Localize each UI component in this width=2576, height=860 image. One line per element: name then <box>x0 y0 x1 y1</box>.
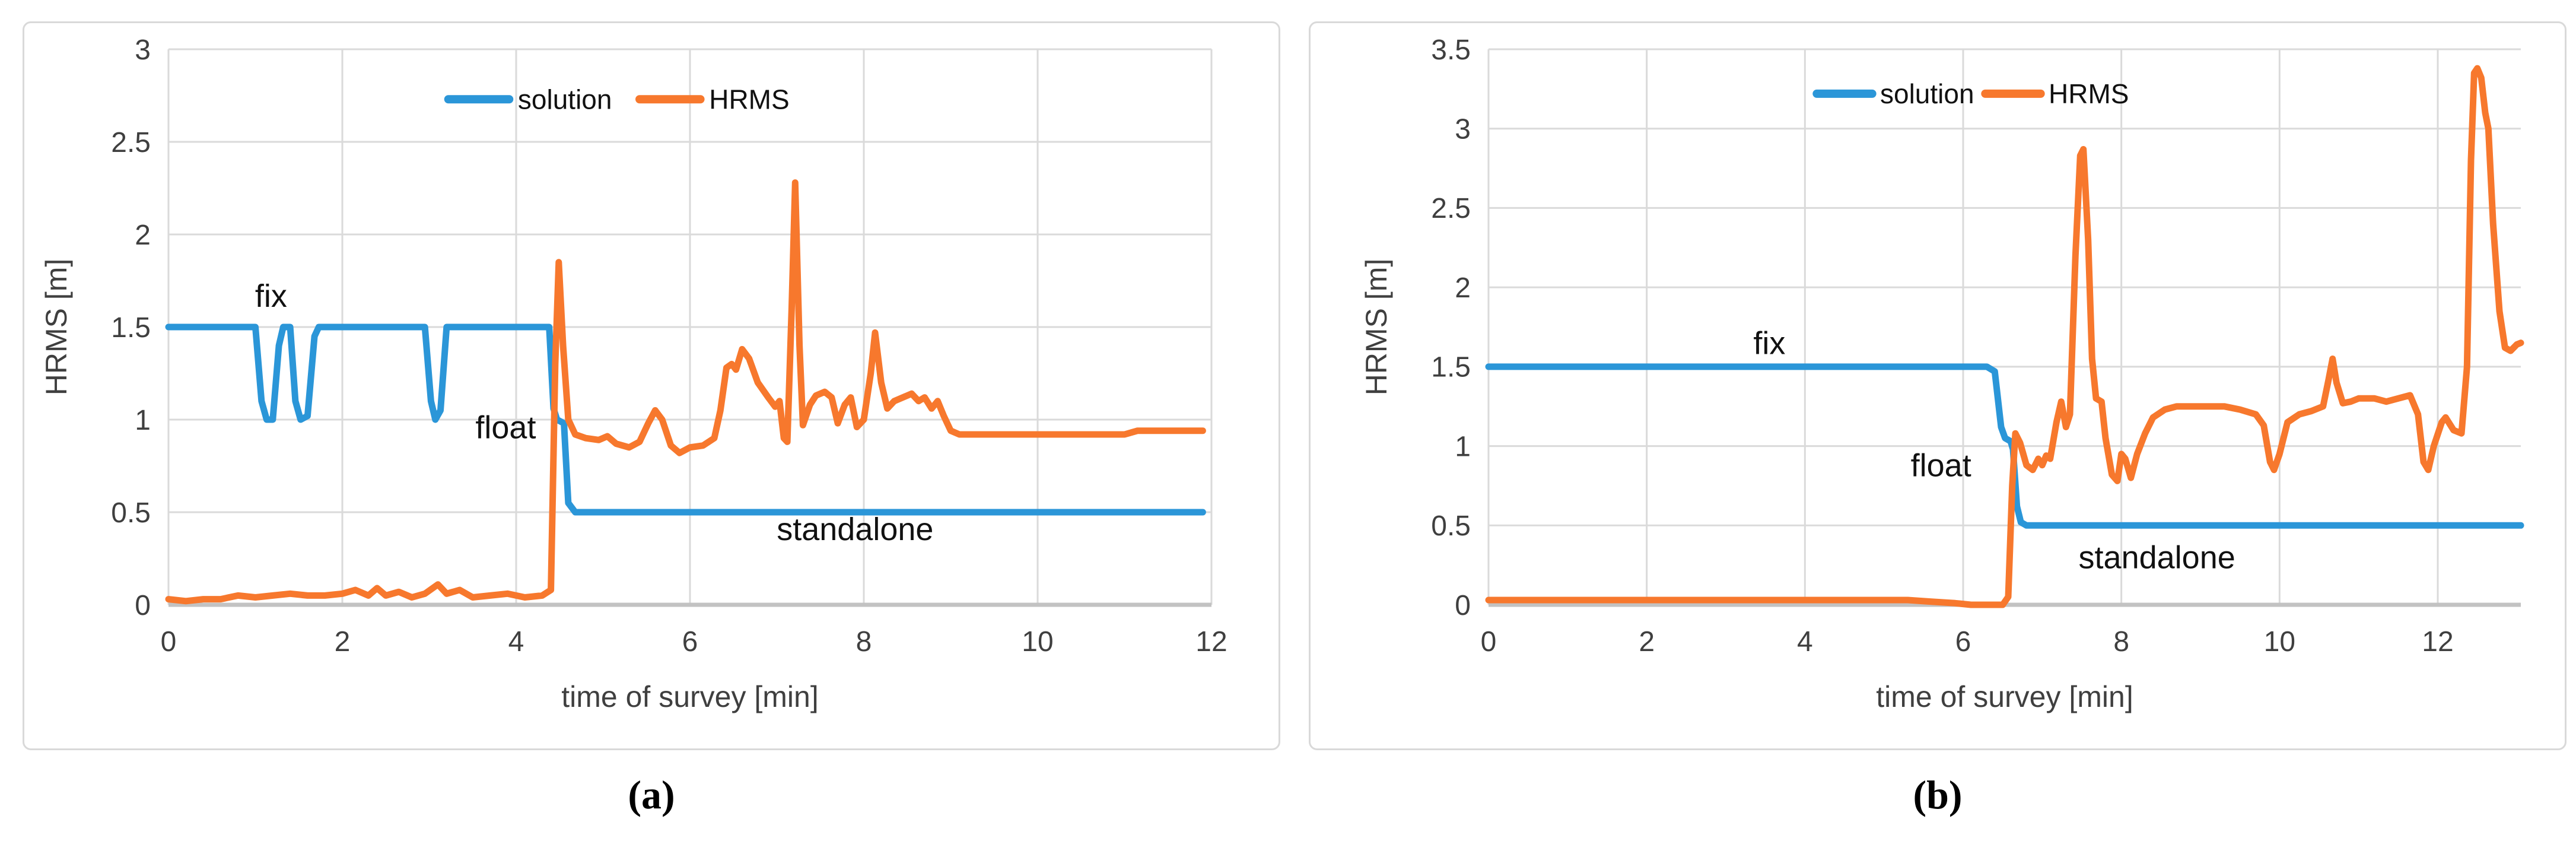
y-tick-label: 1 <box>135 405 151 436</box>
subfigure-b-panel: 0 0.5 1 1.5 2 2.5 3 3.5 0 2 4 6 8 10 12 time of survey … <box>1309 21 2567 750</box>
x-tick-label: 0 <box>161 626 177 658</box>
x-tick-label: 6 <box>1955 626 1971 658</box>
y-tick-label: 3.5 <box>1431 34 1471 66</box>
annotation-fix: fix <box>255 278 287 314</box>
x-tick-label: 4 <box>1797 626 1813 658</box>
legend-label-hrms: HRMS <box>709 84 789 115</box>
x-tick-label: 2 <box>1639 626 1655 658</box>
x-tick-label: 8 <box>856 626 872 658</box>
x-tick-label: 10 <box>2264 626 2295 658</box>
chart-a: 0 0.5 1 1.5 2 2.5 3 0 2 4 6 8 10 12 time of survey [mi… <box>40 34 1227 713</box>
x-tick-label: 12 <box>1195 626 1227 658</box>
x-axis-title: time of survey [min] <box>1876 680 2133 713</box>
y-tick-label: 2 <box>1455 272 1471 304</box>
y-tick-label: 0.5 <box>111 497 151 529</box>
y-tick-label: 2.5 <box>1431 193 1471 224</box>
annotation-standalone: standalone <box>777 512 933 547</box>
legend-label-hrms: HRMS <box>2049 78 2129 109</box>
y-axis-title: HRMS [m] <box>1360 259 1393 396</box>
series-line-solution <box>1485 363 2524 529</box>
x-tick-label: 2 <box>335 626 351 658</box>
legend-label-solution: solution <box>518 84 612 115</box>
annotation-float: float <box>475 410 536 445</box>
y-tick-label: 1.5 <box>1431 352 1471 383</box>
legend-label-solution: solution <box>1880 78 1974 109</box>
y-tick-label: 0.5 <box>1431 510 1471 542</box>
x-tick-label: 12 <box>2422 626 2453 658</box>
y-tick-label: 3 <box>1455 114 1471 145</box>
y-tick-label: 2 <box>135 220 151 251</box>
y-tick-label: 0 <box>1455 590 1471 621</box>
annotation-standalone: standalone <box>2079 540 2235 576</box>
subfigure-b-caption: (b) <box>1913 772 1963 817</box>
x-axis-title: time of survey [min] <box>561 680 818 713</box>
subfigure-a-panel: 0 0.5 1 1.5 2 2.5 3 0 2 4 6 8 10 12 time of survey [mi… <box>23 21 1280 750</box>
y-axis-title: HRMS [m] <box>40 259 73 396</box>
annotation-fix: fix <box>1753 326 1785 361</box>
chart-b: 0 0.5 1 1.5 2 2.5 3 3.5 0 2 4 6 8 10 12 time of survey … <box>1360 34 2524 713</box>
x-tick-label: 0 <box>1481 626 1497 658</box>
x-tick-label: 10 <box>1022 626 1053 658</box>
y-tick-label: 1.5 <box>111 312 151 344</box>
y-tick-label: 1 <box>1455 431 1471 462</box>
y-tick-label: 2.5 <box>111 127 151 158</box>
x-tick-label: 4 <box>508 626 524 658</box>
annotation-float: float <box>1911 448 1971 484</box>
x-tick-label: 8 <box>2113 626 2129 658</box>
y-tick-label: 3 <box>135 34 151 66</box>
series-line-hrms <box>1485 65 2524 608</box>
subfigure-a-caption: (a) <box>628 772 675 817</box>
y-tick-label: 0 <box>135 590 151 621</box>
x-tick-label: 6 <box>682 626 698 658</box>
series-line-hrms <box>165 179 1206 605</box>
